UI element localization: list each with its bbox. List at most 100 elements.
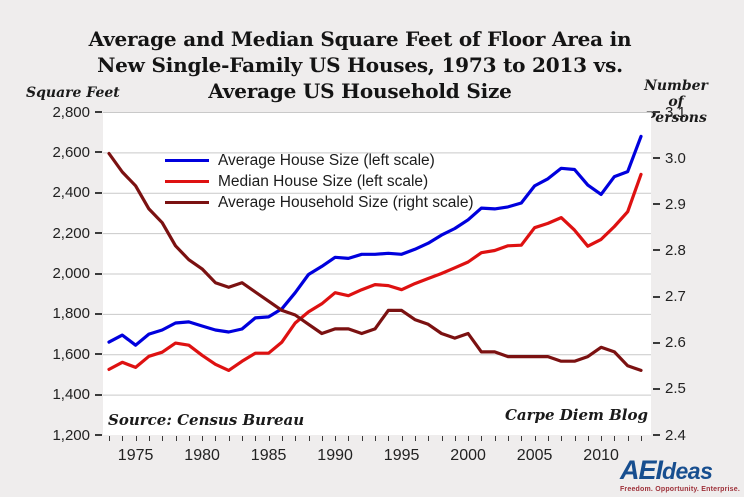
tick-text: 1,400 bbox=[52, 386, 90, 404]
aei-logo-deas: deas bbox=[661, 458, 713, 484]
x-axis-tick-label: 1975 bbox=[117, 447, 154, 464]
tick-text: 1,800 bbox=[52, 305, 90, 323]
legend-line-blue bbox=[165, 159, 209, 162]
x-axis-tick-label: 2005 bbox=[516, 447, 553, 464]
legend-item-average-house-size: Average House Size (left scale) bbox=[165, 150, 474, 171]
tick-text: 2.6 bbox=[665, 334, 686, 352]
x-axis-tick bbox=[228, 436, 230, 441]
x-axis-tick bbox=[494, 436, 496, 441]
aei-logo-wordmark: AEIdeas bbox=[620, 457, 740, 484]
x-axis-tick bbox=[321, 436, 323, 441]
y-axis-left-tick-label: 2,200 bbox=[28, 224, 102, 242]
tick-text: 3.1 bbox=[665, 103, 686, 121]
y-axis-right-tick-label: 2.6 bbox=[653, 334, 713, 352]
tick-text: 1,200 bbox=[52, 426, 90, 444]
y-axis-left-tick-label: 1,800 bbox=[28, 305, 102, 323]
x-axis-tick bbox=[521, 436, 523, 441]
legend: Average House Size (left scale) Median H… bbox=[165, 150, 474, 213]
tick-text: 2,600 bbox=[52, 143, 90, 161]
y-axis-right-tick-label: 2.8 bbox=[653, 241, 713, 259]
x-axis-tick bbox=[414, 436, 416, 441]
y-axis-left-tick-label: 1,400 bbox=[28, 386, 102, 404]
tick-text: 2,000 bbox=[52, 265, 90, 282]
x-axis-tick bbox=[188, 436, 190, 441]
y-axis-right-tick-label: 2.9 bbox=[653, 195, 713, 213]
tick-mark bbox=[95, 353, 102, 356]
series-line-0 bbox=[107, 134, 643, 347]
right-axis-title-line1: Number of bbox=[644, 78, 708, 110]
tick-mark bbox=[95, 393, 102, 396]
legend-item-average-household-size: Average Household Size (right scale) bbox=[165, 192, 474, 213]
tick-mark bbox=[95, 312, 102, 315]
y-axis-right-tick-label: 3.0 bbox=[653, 149, 713, 167]
tick-text: 2,800 bbox=[52, 103, 90, 121]
x-axis-tick bbox=[308, 436, 310, 441]
y-axis-left-tick-label: 2,400 bbox=[28, 184, 102, 202]
y-axis-left-tick-label: 1,600 bbox=[28, 345, 102, 363]
chart-svg bbox=[103, 112, 651, 396]
x-axis-tick bbox=[295, 436, 297, 441]
tick-mark bbox=[653, 203, 660, 206]
tick-mark bbox=[653, 341, 660, 344]
tick-mark bbox=[95, 232, 102, 235]
x-axis-tick bbox=[268, 436, 270, 441]
x-axis-tick bbox=[162, 436, 164, 441]
tick-mark bbox=[95, 191, 102, 194]
chart-title-line1: Average and Median Square Feet of Floor … bbox=[88, 27, 632, 51]
blog-attribution: Carpe Diem Blog bbox=[504, 406, 648, 424]
aei-logo-aei: AEI bbox=[619, 455, 663, 485]
y-axis-right-tick-label: 3.1 bbox=[653, 103, 713, 121]
series-line-1 bbox=[107, 172, 643, 372]
x-axis-tick bbox=[375, 436, 376, 441]
source-note: Source: Census Bureau bbox=[108, 411, 305, 429]
tick-mark bbox=[653, 434, 660, 436]
x-axis-tick bbox=[627, 436, 629, 441]
left-axis-title: Square Feet bbox=[26, 85, 120, 101]
chart-title: Average and Median Square Feet of Floor … bbox=[40, 26, 680, 104]
tick-mark bbox=[653, 387, 660, 390]
tick-mark bbox=[653, 295, 660, 298]
tick-mark bbox=[95, 111, 102, 113]
x-axis-tick bbox=[148, 436, 150, 441]
x-axis-tick bbox=[574, 436, 576, 441]
right-axis-title-line2: Persons bbox=[645, 110, 707, 126]
x-axis-tick bbox=[388, 436, 390, 441]
x-axis-tick bbox=[601, 436, 603, 441]
x-axis-tick-label: 1990 bbox=[317, 447, 353, 464]
x-axis-tick-label: 2000 bbox=[450, 447, 486, 464]
legend-item-median-house-size: Median House Size (left scale) bbox=[165, 171, 474, 192]
x-axis-tick bbox=[641, 436, 642, 441]
x-axis-tick bbox=[215, 436, 217, 441]
chart-title-line2: New Single-Family US Houses, 1973 to 201… bbox=[97, 53, 623, 77]
x-axis-tick bbox=[175, 436, 177, 441]
tick-mark bbox=[95, 151, 102, 154]
y-axis-left-tick-label: 1,200 bbox=[28, 426, 102, 444]
series-line-2 bbox=[107, 151, 643, 372]
x-axis-tick bbox=[109, 436, 110, 441]
x-axis-tick bbox=[454, 436, 456, 441]
x-axis-tick bbox=[441, 436, 443, 441]
tick-mark bbox=[653, 157, 660, 160]
x-axis-tick bbox=[135, 436, 137, 441]
x-axis-tick bbox=[242, 436, 243, 441]
legend-line-red bbox=[165, 180, 209, 183]
aei-ideas-logo: AEIdeas Freedom. Opportunity. Enterprise… bbox=[619, 457, 740, 494]
y-axis-left-tick-label: 2,000 bbox=[28, 265, 102, 283]
y-axis-right-tick-label: 2.5 bbox=[653, 380, 713, 398]
tick-text: 2.8 bbox=[665, 241, 686, 259]
legend-line-darkred bbox=[165, 201, 209, 204]
y-axis-left-tick-label: 2,800 bbox=[28, 103, 102, 121]
x-axis-tick bbox=[335, 436, 337, 441]
x-axis-tick bbox=[614, 436, 616, 441]
x-axis-tick-label: 1985 bbox=[250, 447, 287, 464]
tick-text: 2.9 bbox=[665, 195, 686, 213]
aei-logo-tagline: Freedom. Opportunity. Enterprise. bbox=[619, 486, 740, 493]
x-axis-tick bbox=[547, 436, 549, 441]
tick-text: 2.7 bbox=[665, 288, 686, 306]
tick-mark bbox=[653, 249, 660, 252]
x-axis-tick bbox=[561, 436, 563, 441]
tick-text: 2,400 bbox=[52, 184, 90, 202]
tick-text: 3.0 bbox=[665, 149, 686, 167]
legend-label: Average Household Size (right scale) bbox=[218, 193, 474, 211]
